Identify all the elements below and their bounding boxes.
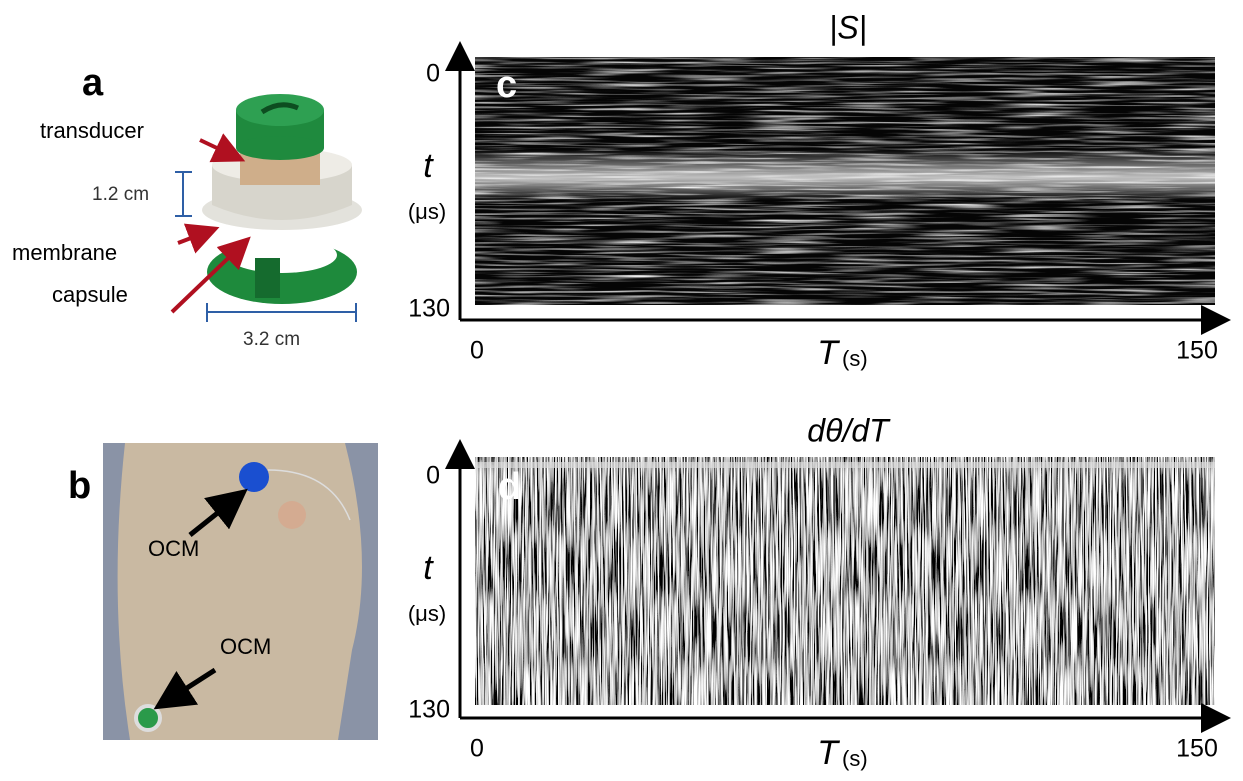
torso bbox=[118, 443, 362, 740]
sensor-green bbox=[136, 706, 160, 730]
y-tick-label: 0 bbox=[426, 60, 440, 88]
bright-band bbox=[475, 150, 1215, 200]
y-tick-label: 130 bbox=[408, 696, 450, 724]
panel-label: d bbox=[498, 466, 521, 508]
x-tick-label: 0 bbox=[470, 735, 484, 763]
annotation: transducer bbox=[40, 118, 144, 143]
x-tick-label: 150 bbox=[1176, 735, 1218, 763]
plot-title: dθ/dT bbox=[807, 412, 891, 448]
dimension-line bbox=[175, 172, 192, 216]
panel-label: b bbox=[68, 465, 91, 507]
annotation: OCM bbox=[220, 634, 271, 659]
phase-texture bbox=[475, 457, 1215, 705]
plot-title: |S| bbox=[829, 9, 867, 45]
dimension-label: 1.2 cm bbox=[92, 184, 149, 205]
y-axis-unit: (μs) bbox=[408, 199, 446, 224]
y-axis-label: t bbox=[423, 147, 434, 185]
dimension-label: 3.2 cm bbox=[243, 329, 300, 350]
arrow bbox=[200, 140, 238, 158]
panel-label: a bbox=[82, 62, 104, 104]
capsule-drawing bbox=[202, 94, 362, 304]
page: Figure {"panel_a":{"label":"a","annotati… bbox=[0, 0, 1243, 781]
panel-label: c bbox=[496, 64, 517, 106]
annotation: OCM bbox=[148, 536, 199, 561]
arrow bbox=[178, 230, 212, 243]
sensor-blue bbox=[239, 462, 269, 492]
x-axis-label: T bbox=[817, 334, 840, 372]
dimension-line bbox=[207, 303, 356, 322]
capsule-slot bbox=[255, 258, 280, 298]
x-axis-unit: (s) bbox=[842, 346, 868, 371]
x-tick-label: 0 bbox=[470, 337, 484, 365]
annotation: membrane bbox=[12, 240, 117, 265]
y-axis-label: t bbox=[423, 549, 434, 587]
transducer-cap-bottom bbox=[236, 136, 324, 160]
surface-line bbox=[475, 462, 1215, 468]
figure: a transducer membrane capsule 1.2 cm 3.2… bbox=[0, 0, 1243, 781]
body: a transducer membrane capsule 1.2 cm 3.2… bbox=[0, 0, 1243, 781]
y-axis-unit: (μs) bbox=[408, 601, 446, 626]
x-tick-label: 150 bbox=[1176, 337, 1218, 365]
x-axis-unit: (s) bbox=[842, 746, 868, 771]
transducer-cap-top bbox=[236, 94, 324, 126]
photo bbox=[103, 443, 378, 740]
x-axis-label: T bbox=[817, 734, 840, 772]
y-tick-label: 0 bbox=[426, 462, 440, 490]
skin-mark bbox=[278, 501, 306, 529]
annotation: capsule bbox=[52, 282, 128, 307]
y-tick-label: 130 bbox=[408, 295, 450, 323]
